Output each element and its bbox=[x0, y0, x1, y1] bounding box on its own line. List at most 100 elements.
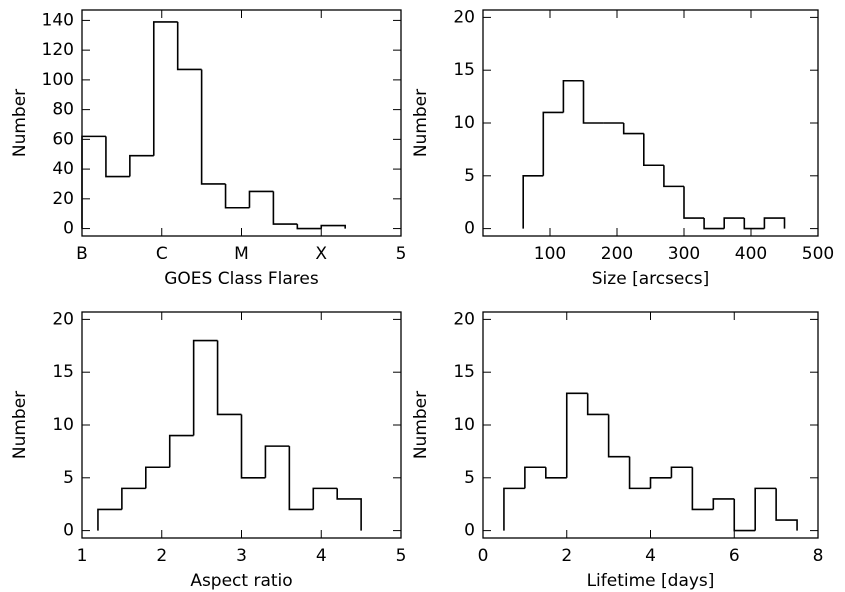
y-tick-label: 0 bbox=[63, 521, 74, 541]
histogram-step bbox=[503, 487, 525, 531]
x-tick-label: 6 bbox=[729, 546, 740, 566]
histogram-step bbox=[192, 339, 218, 436]
x-tick-label: 2 bbox=[561, 546, 572, 566]
histogram-step bbox=[296, 224, 322, 230]
y-tick-label: 10 bbox=[453, 113, 475, 133]
x-tick-label: 8 bbox=[813, 546, 824, 566]
histogram-step bbox=[272, 191, 298, 225]
histogram-step bbox=[121, 487, 146, 510]
x-tick-label: 100 bbox=[534, 244, 566, 264]
x-tick-label: 4 bbox=[645, 546, 656, 566]
histogram-step bbox=[152, 21, 178, 156]
histogram-step bbox=[224, 183, 250, 209]
x-tick-label: 400 bbox=[735, 244, 767, 264]
histogram-step bbox=[129, 154, 154, 177]
y-tick-label: 140 bbox=[42, 10, 74, 30]
y-tick-label: 120 bbox=[42, 40, 74, 60]
plot-frame bbox=[482, 311, 819, 539]
x-axis-label: Size [arcsecs] bbox=[592, 269, 709, 289]
histogram-step bbox=[712, 498, 735, 510]
y-tick-label: 60 bbox=[52, 129, 74, 149]
x-tick-label: 1 bbox=[77, 546, 88, 566]
histogram-step bbox=[264, 445, 290, 478]
y-tick-label: 15 bbox=[453, 362, 475, 382]
histogram-step bbox=[522, 175, 544, 229]
y-tick-label: 15 bbox=[52, 362, 74, 382]
histogram-step bbox=[562, 79, 584, 113]
y-tick-label: 40 bbox=[52, 159, 74, 179]
y-tick-label: 100 bbox=[42, 70, 74, 90]
histogram-step bbox=[754, 487, 777, 531]
y-axis-label: Number bbox=[411, 391, 431, 459]
y-tick-label: 10 bbox=[453, 415, 475, 435]
y-axis-label: Number bbox=[10, 89, 30, 157]
x-axis-label: GOES Class Flares bbox=[164, 269, 319, 289]
histogram-step bbox=[628, 456, 651, 490]
y-tick-label: 20 bbox=[52, 309, 74, 329]
x-tick-label: 200 bbox=[601, 244, 633, 264]
histogram-step bbox=[524, 466, 546, 489]
histogram-step bbox=[607, 414, 630, 458]
y-tick-label: 20 bbox=[453, 309, 475, 329]
x-axis-label: Aspect ratio bbox=[190, 571, 292, 591]
histogram-step bbox=[763, 217, 786, 229]
histogram-step bbox=[663, 165, 684, 188]
histogram-step bbox=[683, 186, 705, 219]
x-tick-label: 300 bbox=[668, 244, 700, 264]
histogram-step bbox=[176, 21, 202, 71]
y-tick-label: 0 bbox=[63, 219, 74, 239]
histogram-step bbox=[168, 434, 194, 468]
x-tick-label: B bbox=[76, 244, 88, 264]
histogram-step bbox=[586, 393, 609, 416]
histogram-step bbox=[542, 111, 564, 176]
x-tick-label: 0 bbox=[478, 546, 489, 566]
y-tick-label: 5 bbox=[464, 166, 475, 186]
histogram-step bbox=[81, 135, 106, 229]
y-tick-label: 15 bbox=[453, 60, 475, 80]
y-tick-label: 80 bbox=[52, 100, 74, 120]
histogram-step bbox=[240, 414, 266, 479]
histogram-step bbox=[775, 488, 798, 531]
y-tick-label: 5 bbox=[63, 468, 74, 488]
histogram-step bbox=[216, 340, 242, 416]
histogram-step bbox=[622, 123, 644, 135]
histogram-step bbox=[643, 133, 664, 167]
histogram-step bbox=[320, 224, 346, 229]
histogram-step bbox=[248, 190, 274, 208]
y-tick-label: 10 bbox=[52, 415, 74, 435]
histogram-step bbox=[743, 218, 765, 230]
y-tick-label: 0 bbox=[464, 219, 475, 239]
histogram-step bbox=[582, 80, 604, 124]
x-tick-label: 5 bbox=[396, 546, 407, 566]
histogram-step bbox=[200, 69, 226, 185]
y-axis-label: Number bbox=[411, 89, 431, 157]
y-tick-label: 0 bbox=[464, 521, 475, 541]
histogram-step bbox=[733, 498, 756, 532]
histogram-step bbox=[723, 217, 745, 229]
y-tick-label: 5 bbox=[464, 468, 475, 488]
x-tick-label: M bbox=[234, 244, 249, 264]
x-axis-label: Lifetime [days] bbox=[587, 571, 715, 591]
x-tick-label: 3 bbox=[236, 546, 247, 566]
histogram-step bbox=[312, 487, 338, 510]
plot-frame bbox=[482, 9, 819, 237]
y-axis-label: Number bbox=[10, 391, 30, 459]
histogram-step bbox=[691, 467, 714, 511]
histogram-step bbox=[649, 477, 672, 489]
plot-frame bbox=[81, 9, 402, 237]
histogram-step bbox=[670, 466, 693, 478]
histogram-step bbox=[145, 466, 170, 489]
y-tick-label: 20 bbox=[52, 189, 74, 209]
x-tick-label: X bbox=[315, 244, 327, 264]
histogram-step bbox=[336, 488, 362, 531]
x-tick-label: 4 bbox=[316, 546, 327, 566]
x-tick-label: 2 bbox=[156, 546, 167, 566]
x-tick-label: 5 bbox=[396, 244, 407, 264]
y-tick-label: 20 bbox=[453, 7, 475, 27]
histogram-step bbox=[545, 467, 567, 479]
histogram-step bbox=[97, 508, 122, 531]
x-tick-label: C bbox=[156, 244, 168, 264]
histogram-step bbox=[565, 392, 588, 478]
histogram-step bbox=[703, 218, 725, 230]
